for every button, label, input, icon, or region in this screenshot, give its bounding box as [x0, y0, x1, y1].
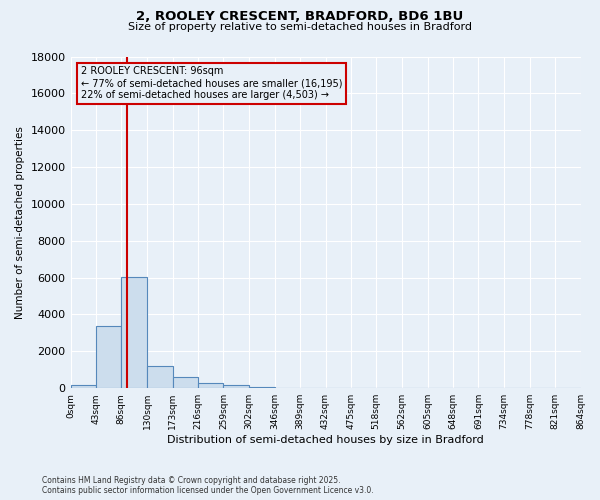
Bar — [198, 382, 223, 388]
Bar — [96, 326, 121, 388]
Bar — [121, 276, 147, 388]
Text: Size of property relative to semi-detached houses in Bradford: Size of property relative to semi-detach… — [128, 22, 472, 32]
Bar — [223, 386, 249, 388]
Y-axis label: Number of semi-detached properties: Number of semi-detached properties — [15, 126, 25, 319]
Text: 2, ROOLEY CRESCENT, BRADFORD, BD6 1BU: 2, ROOLEY CRESCENT, BRADFORD, BD6 1BU — [136, 10, 464, 23]
X-axis label: Distribution of semi-detached houses by size in Bradford: Distribution of semi-detached houses by … — [167, 435, 484, 445]
Bar — [173, 377, 198, 388]
Text: 2 ROOLEY CRESCENT: 96sqm
← 77% of semi-detached houses are smaller (16,195)
22% : 2 ROOLEY CRESCENT: 96sqm ← 77% of semi-d… — [81, 66, 342, 100]
Bar — [147, 366, 173, 388]
Bar — [71, 384, 96, 388]
Text: Contains HM Land Registry data © Crown copyright and database right 2025.
Contai: Contains HM Land Registry data © Crown c… — [42, 476, 374, 495]
